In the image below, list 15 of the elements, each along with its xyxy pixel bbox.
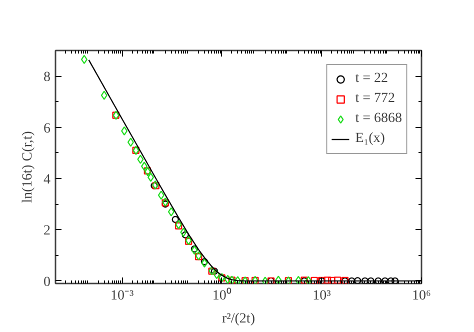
- y-tick-label: 4: [44, 172, 50, 188]
- legend-label: E₁(x): [355, 131, 385, 147]
- y-tick-label: 0: [44, 274, 50, 290]
- x-tick-label: 10⁶: [412, 288, 432, 304]
- x-tick-label: 10³: [312, 288, 331, 304]
- x-tick-label: 10⁰: [212, 288, 232, 304]
- legend-label: t = 772: [355, 91, 395, 107]
- legend-label: t = 22: [355, 71, 388, 87]
- x-tick-label: 10⁻³: [110, 288, 134, 304]
- y-tick-label: 2: [44, 224, 50, 239]
- y-tick-label: 8: [44, 70, 50, 86]
- y-tick-label: 6: [44, 121, 50, 136]
- y-axis-title: ln(16t) C(r,t): [20, 130, 36, 203]
- x-axis-title: r²/(2t): [222, 312, 256, 326]
- legend-label: t = 6868: [355, 111, 402, 127]
